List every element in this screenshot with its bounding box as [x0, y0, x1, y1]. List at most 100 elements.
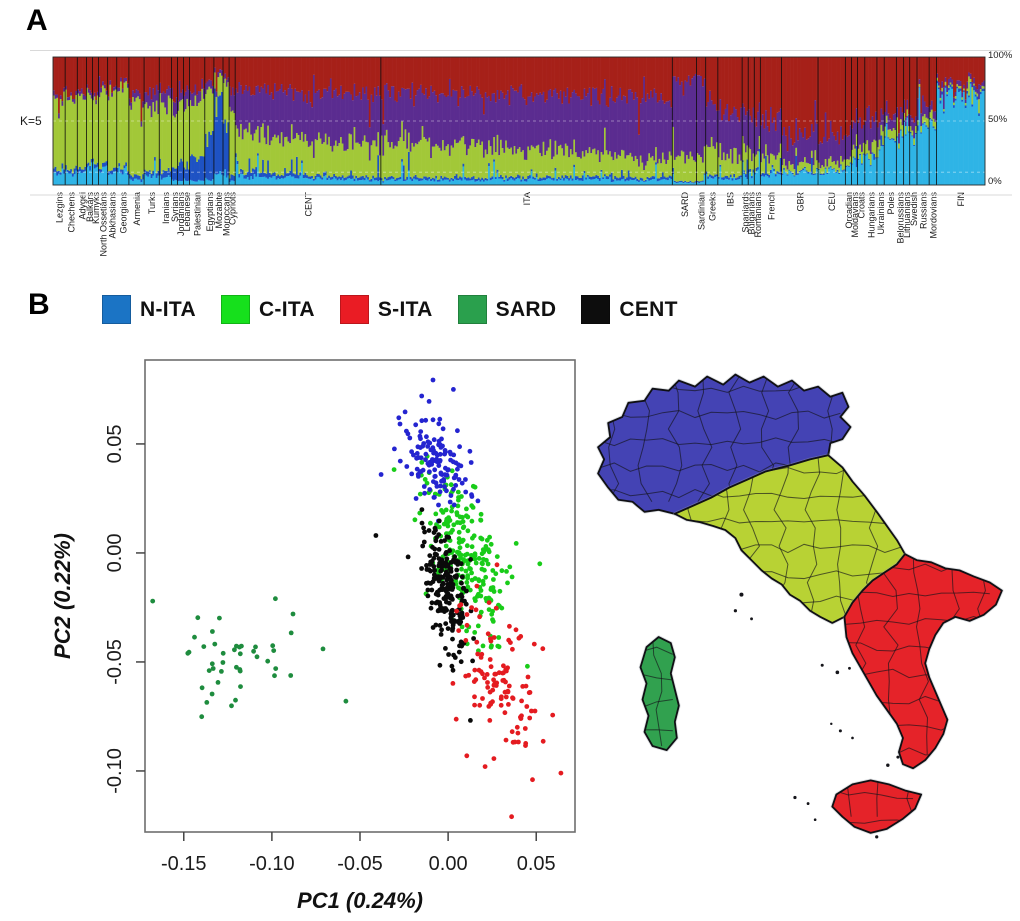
admixture-bar	[903, 120, 906, 123]
admixture-bar	[588, 57, 591, 88]
admixture-bar	[944, 87, 947, 185]
admixture-bar	[142, 179, 145, 185]
admixture-bar	[610, 172, 613, 183]
admixture-bar	[946, 92, 949, 95]
pca-point-sard	[195, 615, 201, 621]
admixture-bar	[222, 57, 225, 78]
admixture-bar	[189, 100, 192, 157]
admixture-bar	[736, 179, 739, 185]
admixture-bar	[922, 95, 925, 117]
admixture-bar	[602, 154, 605, 178]
admixture-bar	[542, 141, 545, 178]
admixture-bar	[77, 57, 80, 90]
admixture-bar	[482, 181, 485, 185]
admixture-bar	[172, 115, 175, 168]
admixture-bar	[328, 175, 331, 179]
pca-point-n-ita	[416, 474, 421, 479]
admixture-bar	[878, 57, 881, 123]
admixture-bar	[230, 111, 233, 175]
admixture-bar	[355, 178, 358, 185]
admixture-bar	[71, 101, 74, 174]
admixture-bar	[648, 57, 651, 99]
admixture-bar	[979, 57, 982, 86]
admixture-bar	[253, 133, 256, 170]
admixture-bar	[426, 177, 429, 181]
admixture-bar	[729, 174, 732, 177]
admixture-bar	[392, 179, 395, 185]
admixture-bar	[948, 90, 950, 185]
admixture-bar	[476, 86, 479, 144]
admixture-bar	[770, 169, 772, 174]
admixture-bar	[884, 112, 887, 127]
pca-point-cent	[459, 580, 464, 586]
admixture-bar	[736, 117, 739, 164]
admixture-bar	[547, 175, 550, 179]
admixture-bar	[350, 170, 353, 179]
pca-point-cent	[461, 585, 466, 591]
admixture-bar	[280, 84, 283, 133]
admixture-bar	[135, 174, 138, 179]
admixture-bar	[901, 57, 904, 113]
admixture-bar	[140, 121, 143, 127]
admixture-bar	[846, 166, 849, 185]
admixture-bar	[880, 57, 883, 109]
admixture-bar	[459, 140, 462, 177]
admixture-bar	[355, 96, 358, 143]
admixture-bar	[154, 94, 157, 112]
admixture-bar	[100, 172, 103, 185]
admixture-bar	[506, 178, 509, 182]
admixture-bar	[418, 178, 421, 182]
admixture-bar	[263, 176, 266, 185]
admixture-bar	[137, 175, 140, 180]
admixture-bar	[230, 95, 233, 112]
population-label: Orcadian	[844, 192, 854, 229]
admixture-bar	[442, 180, 445, 185]
admixture-bar	[898, 148, 901, 150]
admixture-bar	[231, 174, 234, 181]
admixture-bar	[413, 178, 416, 185]
pca-point-sard	[272, 673, 277, 679]
admixture-axis-label-0: 0%	[988, 176, 1002, 187]
admixture-bar	[488, 57, 491, 96]
admixture-bar	[95, 104, 98, 165]
province-border	[836, 455, 848, 620]
admixture-bar	[765, 110, 768, 145]
admixture-bar	[157, 114, 160, 171]
admixture-bar	[324, 88, 327, 134]
admixture-bar	[520, 179, 523, 182]
admixture-bar	[622, 175, 625, 179]
admixture-bar	[138, 99, 141, 176]
pca-point-c-ita	[424, 480, 430, 486]
admixture-bar	[691, 183, 694, 185]
admixture-bar	[529, 178, 531, 185]
pca-point-c-ita	[469, 518, 475, 524]
admixture-bar	[365, 86, 368, 142]
admixture-bar	[482, 114, 485, 158]
pca-point-c-ita	[448, 482, 454, 488]
admixture-bar	[848, 135, 851, 160]
admixture-bar	[729, 149, 732, 175]
admixture-bar	[793, 169, 796, 176]
admixture-bar	[585, 150, 588, 178]
admixture-bar	[729, 177, 732, 185]
admixture-bar	[84, 170, 87, 185]
admixture-bar	[963, 84, 966, 89]
admixture-bar	[257, 155, 260, 185]
admixture-bar	[901, 112, 904, 126]
admixture-bar	[306, 175, 309, 178]
admixture-bar	[486, 180, 489, 185]
admixture-bar	[936, 77, 939, 81]
admixture-bar	[889, 57, 892, 119]
admixture-bar	[255, 129, 258, 168]
pca-point-sard	[215, 680, 221, 685]
admixture-bar	[556, 178, 559, 181]
admixture-bar	[791, 145, 794, 165]
admixture-bar	[125, 166, 128, 185]
admixture-bar	[738, 154, 741, 176]
admixture-bar	[159, 175, 162, 185]
admixture-bar	[906, 57, 909, 100]
admixture-bar	[878, 122, 881, 140]
admixture-bar	[506, 57, 509, 91]
admixture-bar	[956, 80, 959, 85]
admixture-bar	[634, 57, 637, 93]
